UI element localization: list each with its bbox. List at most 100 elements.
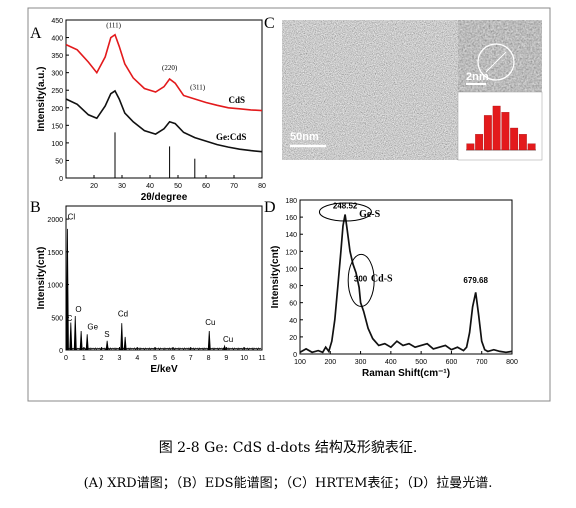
x-tick-label: 1 [82,355,86,362]
histogram-bar [483,115,492,151]
y-tick-label: 80 [289,284,297,291]
spectrum-peak [85,334,89,351]
spectrum-peak [79,330,83,351]
scale-label-inset: 2nm [466,71,489,83]
histogram-bar [518,134,527,151]
element-label: S [104,330,109,339]
annotation-label: (220) [162,64,178,72]
x-tick-label: 2 [100,355,104,362]
x-tick-label: 200 [324,359,336,366]
raman-chart: 100 200 300 400 500 600 700 800 0 20 40 60 80 100 120 1… [270,198,518,379]
figure-caption: 图 2-8 Ge: CdS d-dots 结构及形貌表征. [158,440,418,456]
histogram-bar [527,143,536,151]
x-tick-label: 9 [224,355,228,362]
x-tick-label: 80 [258,183,266,190]
x-tick-label: 5 [153,355,157,362]
y-axis-label: Intensity(cnt) [270,246,281,309]
y-tick-label: 300 [51,71,63,78]
annotation-label: Ge:CdS [216,132,247,142]
element-label: Cu [223,335,233,344]
x-tick-label: 60 [202,183,210,190]
lattice-circle [477,43,515,81]
y-tick-label: 140 [285,232,297,239]
element-label: Cd [118,310,128,319]
plot-frame [299,199,513,355]
y-tick-label: 160 [285,215,297,222]
annotation-label: 248.52 [333,202,358,211]
y-tick-label: 450 [51,18,63,25]
y-tick-label: 20 [289,335,297,342]
spectrum-peak [65,228,69,351]
x-tick-label: 11 [258,355,265,362]
spectrum-peak [120,323,124,351]
element-label: C [67,314,73,323]
y-axis-label: Intensity(a.u.) [36,66,47,131]
x-tick-label: 40 [146,183,154,190]
x-tick-label: 6 [171,355,175,362]
panel-label-a: A [30,25,42,42]
histogram-bar [466,143,475,151]
x-tick-label: 0 [64,355,68,362]
tem-main-texture [282,20,458,160]
figure-subcaption: (A) XRD谱图；（B）EDS能谱图；（C）HRTEM表征；（D）拉曼光谱. [83,476,493,491]
panel-label-b: B [30,199,41,216]
x-tick-label: 3 [118,355,122,362]
x-tick-label: 800 [506,359,518,366]
y-tick-label: 0 [59,348,63,355]
x-tick-label: 4 [135,355,139,362]
y-tick-label: 50 [55,158,63,165]
x-tick-label: 400 [385,359,397,366]
spectrum-peak [69,322,73,351]
y-tick-label: 100 [51,141,63,148]
y-tick-label: 40 [289,318,297,325]
annotation-label: (311) [190,84,206,92]
x-tick-label: 600 [446,359,458,366]
spectrum-peak [222,344,227,351]
tem-image-panel: 50nm 2nm [282,20,543,161]
panel-label-c: C [264,15,275,32]
y-tick-label: 2000 [47,217,63,224]
x-tick-label: 8 [207,355,211,362]
spectrum-peak [207,330,211,351]
annotation-label: Ge-S [359,209,381,220]
lattice-line [485,51,507,73]
spectrum-baseline [65,347,262,351]
x-tick-label: 30 [118,183,126,190]
x-tick-label: 50 [174,183,182,190]
x-axis-label: E/keV [150,364,178,375]
y-tick-label: 0 [59,176,63,183]
element-label: Cu [205,318,215,327]
x-tick-label: 100 [294,359,306,366]
histogram-bar [475,134,484,151]
y-tick-label: 1500 [47,250,63,257]
y-tick-label: 1000 [47,283,63,290]
series-line [65,89,263,153]
annotation-label: 300 [354,274,368,283]
x-axis-label: Raman Shift(cm⁻¹) [362,368,450,379]
spectrum-peak [105,340,109,351]
figure-frame [27,7,551,402]
y-tick-label: 120 [285,249,297,256]
eds-chart: 0 1 2 3 4 5 6 7 8 9 10 11 0 500 1000 1500 2000 E/keV Inten… [36,205,266,375]
series-line [65,33,263,112]
y-tick-label: 250 [51,88,63,95]
spectrum-peak [123,336,127,351]
histogram-bar [510,127,519,151]
y-tick-label: 500 [51,315,63,322]
y-tick-label: 350 [51,53,63,60]
histogram-bar [501,112,510,151]
y-tick-label: 60 [289,301,297,308]
y-tick-label: 400 [51,36,63,43]
annotation-label: Cd-S [371,273,393,284]
x-tick-label: 300 [355,359,367,366]
x-tick-label: 700 [476,359,488,366]
x-tick-label: 10 [240,355,248,362]
y-tick-label: 100 [285,266,297,273]
x-tick-label: 7 [189,355,193,362]
x-tick-label: 500 [415,359,427,366]
plot-frame [65,205,263,351]
y-tick-label: 180 [285,198,297,205]
element-label: Cl [68,213,76,222]
annotation-label: 679.68 [463,276,488,285]
